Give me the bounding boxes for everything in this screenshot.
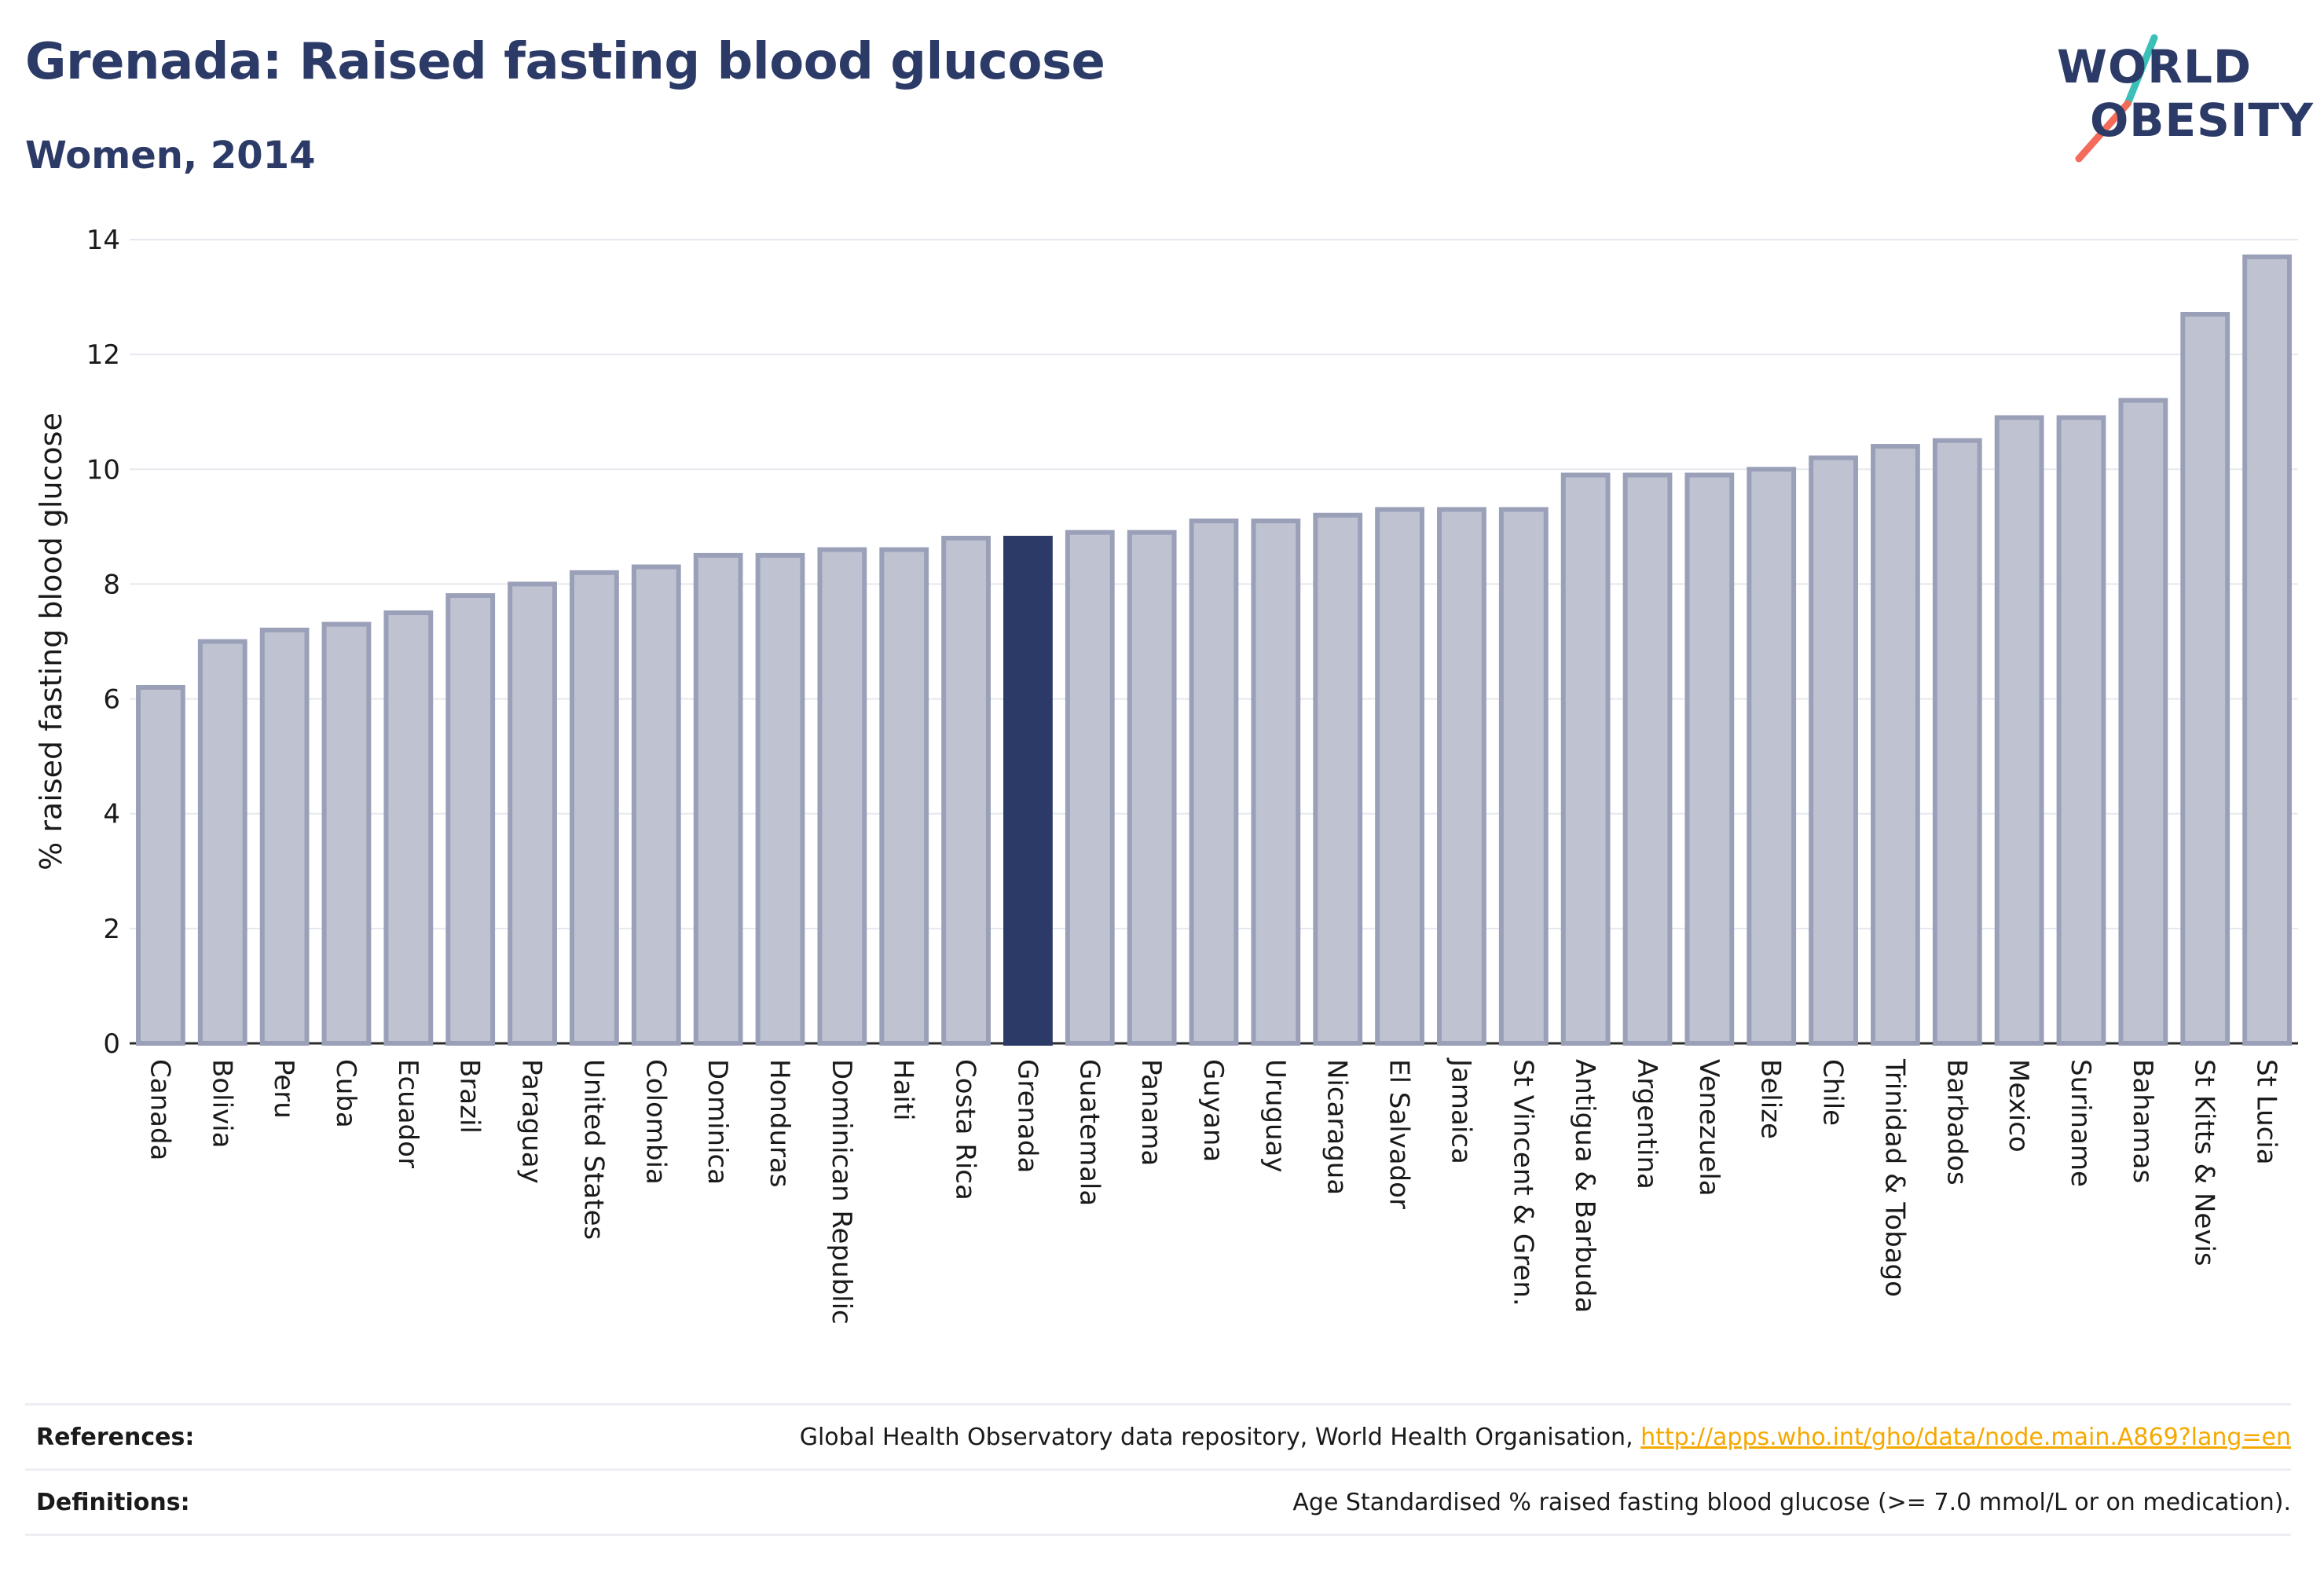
bar-nicaragua: [1313, 512, 1363, 1046]
x-tick-label: Antigua & Barbuda: [1569, 1059, 1600, 1313]
x-tick-label: Dominica: [702, 1059, 733, 1185]
bar-mexico: [1994, 415, 2044, 1046]
x-tick-label: Bahamas: [2127, 1059, 2158, 1183]
x-tick-label: Paraguay: [516, 1059, 548, 1184]
bar-antigua-barbuda: [1560, 472, 1611, 1046]
x-tick-label: Brazil: [454, 1059, 486, 1134]
bar-cuba: [321, 621, 372, 1046]
bar-jamaica: [1437, 507, 1486, 1046]
x-tick-label: Bolivia: [206, 1059, 237, 1148]
y-axis-label: % raised fasting blood glucose: [34, 412, 68, 870]
chart-subtitle: Women, 2014: [25, 134, 316, 178]
bar-dominican-republic: [817, 547, 867, 1046]
bar-chart: 0 2 4 6 8 10 12 14 Canada Bolivia Peru Cuba Ecuador…: [34, 225, 2298, 1325]
y-tick-label: 14: [86, 225, 120, 256]
y-axis: 0 2 4 6 8 10 12 14: [86, 225, 120, 1060]
x-tick-label: Barbados: [1941, 1059, 1972, 1186]
x-axis: Canada Bolivia Peru Cuba Ecuador Brazil Paragu…: [144, 1057, 2282, 1325]
world-obesity-logo: WORLD OBESITY: [2051, 31, 2313, 173]
x-tick-label: Argentina: [1631, 1059, 1662, 1189]
bar-ecuador: [383, 610, 434, 1046]
x-tick-label: St Kitts & Nevis: [2189, 1059, 2220, 1266]
x-tick-label: United States: [577, 1059, 609, 1240]
y-tick-label: 8: [103, 569, 120, 600]
x-tick-label: Grenada: [1011, 1059, 1043, 1173]
bar-paraguay: [508, 581, 557, 1046]
x-tick-label: Honduras: [764, 1059, 795, 1188]
x-tick-label: El Salvador: [1384, 1059, 1415, 1209]
x-tick-label: Nicaragua: [1321, 1059, 1353, 1195]
bar-haiti: [879, 547, 929, 1046]
bar-colombia: [631, 564, 681, 1046]
x-tick-label: Jamaica: [1445, 1057, 1476, 1164]
y-tick-label: 12: [86, 339, 120, 371]
definitions-row: Definitions: Age Standardised % raised f…: [25, 1468, 2291, 1536]
bar-belize: [1747, 467, 1797, 1046]
bar-panama: [1127, 530, 1177, 1046]
x-tick-label: Venezuela: [1693, 1059, 1725, 1197]
references-link[interactable]: http://apps.who.int/gho/data/node.main.A…: [1640, 1423, 2291, 1451]
x-tick-label: Ecuador: [392, 1059, 423, 1168]
bar-grenada: [1003, 535, 1053, 1046]
bar-argentina: [1622, 472, 1673, 1046]
x-tick-label: St Vincent & Gren.: [1507, 1059, 1538, 1307]
logo-text-world: WORLD: [2057, 40, 2253, 93]
bar-venezuela: [1684, 472, 1735, 1046]
x-tick-label: Guyana: [1197, 1059, 1229, 1162]
bars: [136, 254, 2292, 1046]
definitions-text: Age Standardised % raised fasting blood …: [1292, 1488, 2291, 1516]
x-tick-label: St Lucia: [2251, 1059, 2282, 1165]
bar-suriname: [2056, 415, 2106, 1046]
bar-brazil: [445, 593, 496, 1046]
y-tick-label: 2: [103, 914, 120, 945]
x-tick-label: Guatemala: [1073, 1059, 1105, 1206]
references-row: References: Global Health Observatory da…: [25, 1403, 2291, 1468]
x-tick-label: Haiti: [888, 1059, 919, 1121]
x-tick-label: Uruguay: [1259, 1059, 1291, 1173]
x-tick-label: Dominican Republic: [826, 1059, 857, 1325]
bar-peru: [259, 627, 310, 1046]
definitions-label: Definitions:: [36, 1488, 190, 1516]
x-tick-label: Suriname: [2065, 1059, 2096, 1187]
bar-uruguay: [1251, 519, 1301, 1046]
x-tick-label: Mexico: [2003, 1059, 2034, 1153]
bar-el-salvador: [1375, 507, 1424, 1046]
y-tick-label: 6: [103, 684, 120, 716]
y-tick-label: 4: [103, 799, 120, 830]
bar-st-vincent-gren: [1498, 507, 1549, 1046]
bar-trinidad-tobago: [1871, 444, 1920, 1046]
x-tick-label: Colombia: [640, 1059, 671, 1185]
y-tick-label: 0: [103, 1028, 120, 1060]
y-tick-label: 10: [86, 454, 120, 486]
x-tick-label: Belize: [1755, 1059, 1787, 1139]
bar-guatemala: [1065, 530, 1115, 1046]
bar-canada: [136, 684, 185, 1046]
x-tick-label: Cuba: [330, 1059, 361, 1128]
bar-chile: [1809, 455, 1858, 1046]
bar-united-states: [570, 570, 619, 1046]
chart-title: Grenada: Raised fasting blood glucose: [25, 33, 1105, 91]
x-tick-label: Trinidad & Tobago: [1879, 1058, 1910, 1297]
bar-honduras: [755, 552, 805, 1046]
bar-barbados: [1932, 438, 1982, 1046]
logo-slash-icon: [2075, 34, 2158, 163]
x-tick-label: Chile: [1817, 1059, 1849, 1126]
references-text: Global Health Observatory data repositor…: [799, 1423, 1641, 1451]
references-value: Global Health Observatory data repositor…: [800, 1424, 2291, 1451]
x-tick-label: Peru: [268, 1059, 299, 1119]
references-label: References:: [36, 1423, 195, 1451]
bar-costa-rica: [941, 535, 991, 1046]
bar-st-kitts-nevis: [2180, 311, 2231, 1046]
x-tick-label: Costa Rica: [950, 1059, 981, 1200]
bar-bahamas: [2118, 398, 2168, 1046]
bar-st-lucia: [2242, 254, 2292, 1046]
x-tick-label: Panama: [1135, 1059, 1167, 1166]
bar-dominica: [693, 552, 743, 1046]
bar-bolivia: [197, 639, 247, 1046]
x-tick-label: Canada: [144, 1059, 175, 1160]
logo-text-obesity: OBESITY: [2090, 93, 2315, 147]
bar-guyana: [1189, 519, 1239, 1046]
